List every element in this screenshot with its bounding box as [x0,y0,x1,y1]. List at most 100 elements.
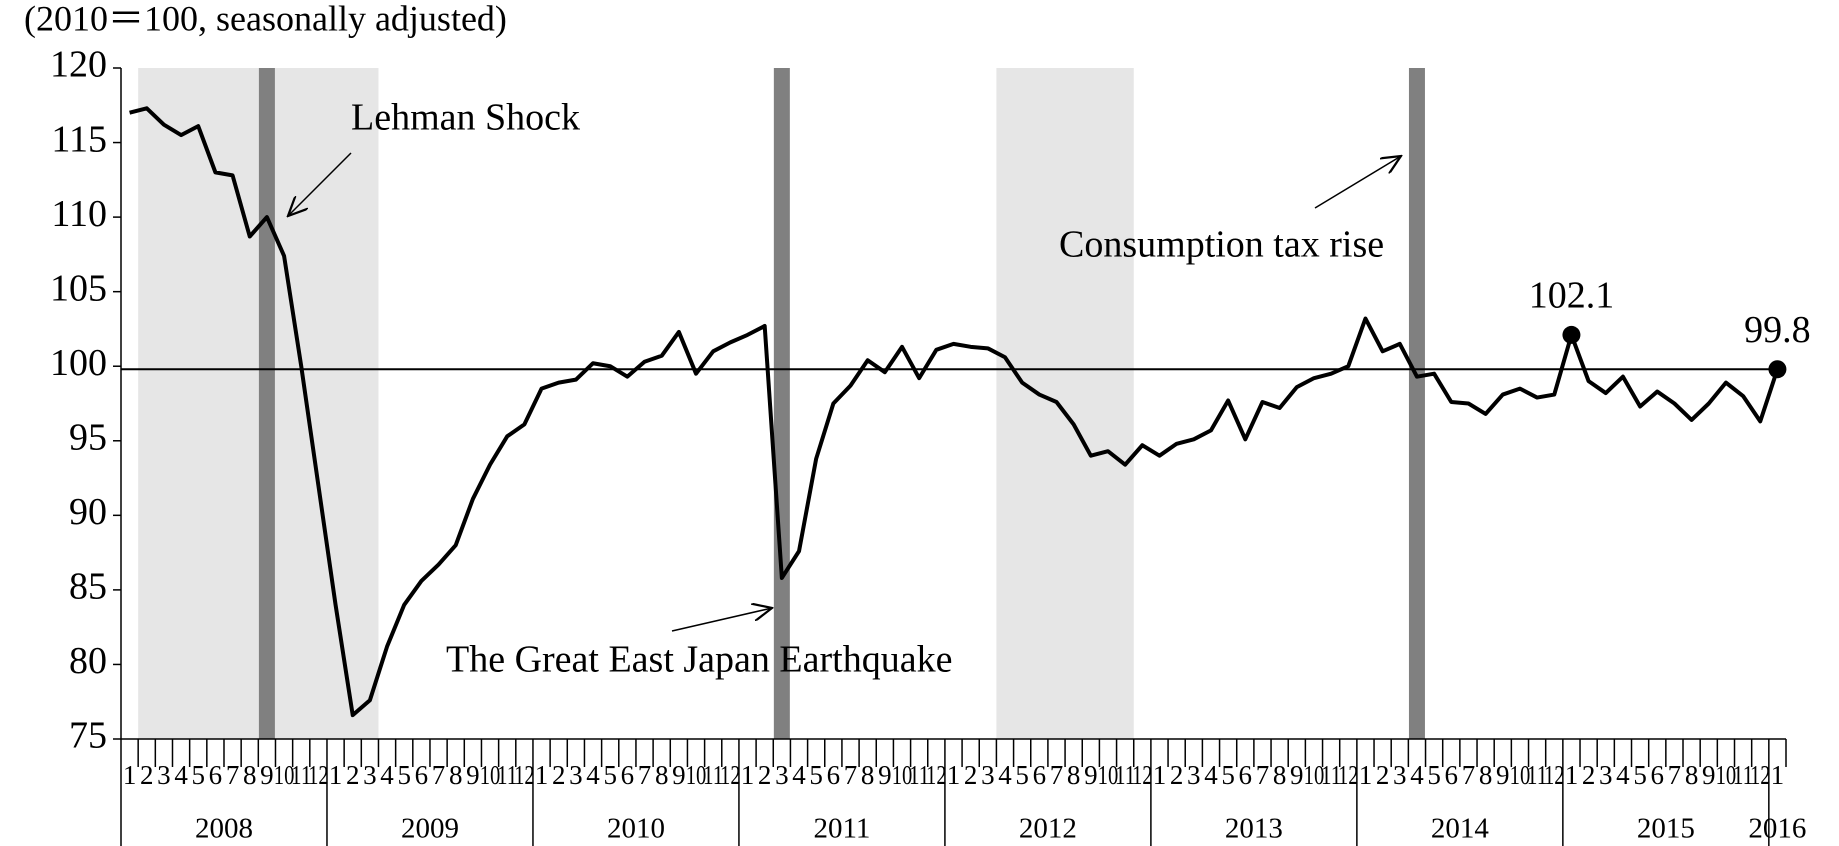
x-tick-label: 2 [1582,760,1596,790]
x-tick-label: 1 [741,760,755,790]
x-tick-label: 6 [1445,760,1459,790]
x-tick-label: 6 [209,760,223,790]
y-tick-label: 80 [69,640,107,682]
y-tick-label: 95 [69,416,107,458]
x-tick-label: 9 [878,760,892,790]
year-label: 2009 [401,813,459,845]
x-tick-label: 5 [603,760,617,790]
x-tick-label: 5 [1221,760,1235,790]
event-bar [258,68,275,739]
annotation: The Great East Japan Earthquake [446,639,952,681]
x-tick-label: 3 [775,760,789,790]
x-tick-label: 5 [1427,760,1441,790]
x-tick-label: 11 [1733,760,1754,790]
year-label: 2016 [1748,813,1806,845]
x-tick-label: 1 [1565,760,1579,790]
x-tick-label: 11 [1115,760,1136,790]
x-tick-label: 4 [1616,760,1630,790]
x-tick-label: 7 [1050,760,1064,790]
x-tick-label: 6 [1033,760,1047,790]
x-tick-label: 8 [243,760,257,790]
x-tick-label: 8 [449,760,463,790]
arrow [1314,156,1401,209]
x-tick-label: 10 [1098,760,1119,790]
x-tick-label: 5 [191,760,205,790]
x-tick-label: 3 [981,760,995,790]
x-tick-label: 12 [308,760,329,790]
y-tick-label: 115 [51,118,107,160]
y-tick-label: 75 [69,715,107,757]
event-bar [1408,68,1425,739]
x-tick-label: 6 [827,760,841,790]
x-tick-label: 4 [792,760,806,790]
x-tick-label: 11 [291,760,312,790]
x-tick-label: 8 [1067,760,1081,790]
data-label: 102.1 [1529,275,1615,317]
x-tick-label: 11 [703,760,724,790]
year-label: 2008 [195,813,253,845]
x-tick-label: 5 [1633,760,1647,790]
year-label: 2013 [1225,813,1283,845]
x-tick-label: 5 [809,760,823,790]
x-tick-label: 10 [686,760,707,790]
x-tick-label: 7 [638,760,652,790]
x-tick-label: 11 [497,760,518,790]
x-tick-label: 6 [1651,760,1665,790]
x-tick-label: 1 [123,760,137,790]
x-tick-label: 3 [1393,760,1407,790]
x-tick-label: 3 [1187,760,1201,790]
x-tick-label: 9 [466,760,480,790]
x-tick-label: 11 [909,760,930,790]
x-tick-label: 7 [1668,760,1682,790]
y-tick-label: 110 [51,193,107,235]
x-tick-label: 4 [586,760,600,790]
x-tick-label: 6 [415,760,429,790]
x-tick-label: 4 [1410,760,1424,790]
data-label: 99.8 [1744,309,1811,351]
x-tick-label: 2 [346,760,360,790]
y-tick-label: 105 [50,267,107,309]
x-tick-label: 9 [260,760,274,790]
x-tick-label: 10 [1510,760,1531,790]
x-tick-label: 3 [569,760,583,790]
x-tick-label: 10 [274,760,295,790]
x-tick-label: 2 [140,760,154,790]
x-tick-label: 2 [1376,760,1390,790]
x-tick-label: 10 [1304,760,1325,790]
x-tick-label: 10 [892,760,913,790]
highlight-point [1562,325,1581,344]
x-tick-label: 2 [552,760,566,790]
shaded-range [996,68,1134,739]
y-tick-label: 90 [69,491,107,533]
x-tick-label: 7 [1256,760,1270,790]
x-tick-label: 8 [861,760,875,790]
y-tick-label: 120 [50,44,107,86]
year-label: 2014 [1431,813,1490,845]
x-tick-label: 4 [998,760,1012,790]
year-label: 2015 [1637,813,1695,845]
x-tick-label: 12 [514,760,535,790]
x-tick-label: 1 [329,760,343,790]
year-label: 2010 [607,813,665,845]
x-tick-label: 9 [1290,760,1304,790]
x-tick-label: 3 [363,760,377,790]
x-tick-label: 12 [1544,760,1565,790]
x-tick-label: 5 [1015,760,1029,790]
x-tick-label: 4 [174,760,188,790]
y-tick-label: 100 [50,342,107,384]
annotation: Lehman Shock [351,97,580,139]
x-tick-label: 11 [1321,760,1342,790]
year-label: 2012 [1019,813,1077,845]
x-tick-label: 4 [1204,760,1218,790]
x-tick-label: 4 [380,760,394,790]
subtitle: (2010＝100, seasonally adjusted) [24,0,507,38]
x-tick-label: 3 [157,760,171,790]
arrow [671,608,772,632]
y-tick-label: 85 [69,566,107,608]
series-line [129,106,1780,718]
x-tick-label: 9 [672,760,686,790]
annotation: Consumption tax rise [1059,224,1384,266]
x-tick-label: 8 [1273,760,1287,790]
x-tick-label: 2 [758,760,772,790]
